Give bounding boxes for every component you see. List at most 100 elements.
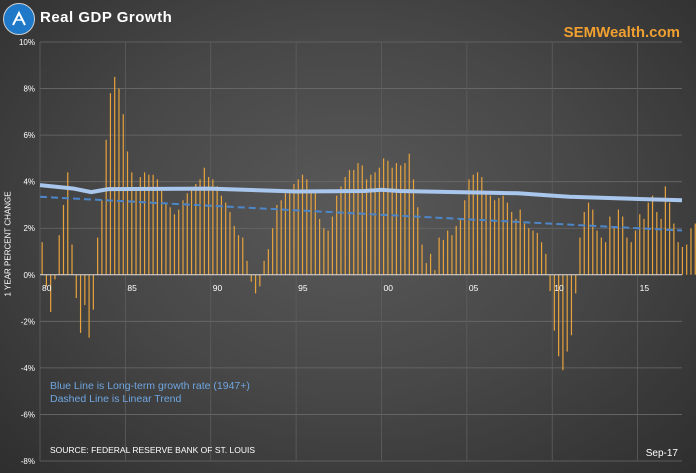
x-tick-label: 15 bbox=[640, 283, 650, 293]
gdp-bar bbox=[425, 263, 427, 275]
gdp-bar bbox=[88, 274, 90, 338]
gdp-bar bbox=[293, 183, 295, 275]
gdp-bar bbox=[365, 179, 368, 275]
gdp-bar bbox=[186, 193, 188, 275]
gdp-bar bbox=[434, 270, 436, 275]
gdp-bar bbox=[208, 177, 210, 275]
x-tick-label: 10 bbox=[554, 283, 564, 293]
gdp-bar bbox=[169, 207, 171, 275]
x-tick-label: 85 bbox=[127, 283, 137, 293]
gdp-bar bbox=[690, 228, 692, 275]
y-tick-label: 8% bbox=[23, 85, 35, 94]
gdp-bar bbox=[673, 223, 675, 275]
gdp-bar bbox=[353, 170, 355, 275]
gdp-bar bbox=[109, 93, 112, 275]
gdp-bar bbox=[651, 195, 654, 275]
y-tick-label: 0% bbox=[23, 271, 35, 280]
dashed-line-note: Dashed Line is Linear Trend bbox=[50, 393, 182, 405]
gdp-bar bbox=[660, 218, 662, 275]
gdp-bar bbox=[242, 237, 244, 275]
gdp-bar bbox=[523, 223, 526, 275]
gdp-bar bbox=[383, 158, 385, 275]
gdp-bar bbox=[348, 170, 351, 275]
x-tick-label: 95 bbox=[298, 283, 308, 293]
gdp-bar bbox=[391, 167, 393, 275]
gdp-bar bbox=[515, 218, 517, 275]
long-term-growth-line bbox=[39, 183, 683, 203]
brand-logo-icon bbox=[3, 3, 35, 35]
gdp-bar bbox=[105, 139, 107, 275]
gdp-bar bbox=[528, 228, 530, 275]
y-tick-label: -2% bbox=[21, 317, 35, 326]
gdp-bar bbox=[596, 230, 598, 275]
gdp-bar bbox=[506, 202, 509, 275]
gdp-bar bbox=[190, 188, 193, 275]
gdp-bar bbox=[71, 244, 73, 275]
gdp-bar bbox=[370, 174, 372, 275]
gdp-bar bbox=[178, 209, 180, 275]
gdp-bar bbox=[455, 225, 457, 275]
gdp-bar bbox=[148, 174, 150, 275]
gdp-bar bbox=[220, 195, 223, 275]
x-tick-label: 90 bbox=[213, 283, 223, 293]
gdp-bar bbox=[114, 76, 116, 275]
y-axis-label: 1 YEAR PERCENT CHANGE bbox=[3, 191, 13, 297]
gdp-bar bbox=[199, 179, 201, 275]
gdp-bar bbox=[310, 190, 312, 275]
gdp-bar bbox=[75, 274, 77, 299]
gdp-bar bbox=[276, 204, 278, 275]
gdp-bar bbox=[532, 230, 534, 275]
gdp-bar bbox=[216, 186, 218, 275]
gdp-bar bbox=[387, 160, 389, 275]
gdp-bar bbox=[50, 274, 52, 313]
gdp-bar bbox=[344, 177, 346, 275]
gdp-bar bbox=[284, 193, 287, 275]
gdp-bar bbox=[489, 195, 491, 275]
gdp-bar bbox=[331, 216, 333, 275]
y-tick-label: -6% bbox=[21, 410, 35, 419]
gdp-bar bbox=[297, 179, 299, 275]
brand-link[interactable]: SEMWealth.com bbox=[563, 24, 680, 41]
linear-trend-line bbox=[39, 195, 683, 232]
gdp-bar bbox=[84, 274, 86, 306]
x-tick-label: 00 bbox=[383, 283, 393, 293]
y-tick-label: -8% bbox=[21, 457, 35, 466]
gdp-bar bbox=[361, 165, 363, 275]
gdp-bar bbox=[519, 209, 521, 275]
x-tick-label: 80 bbox=[42, 283, 52, 293]
gdp-bar bbox=[54, 274, 56, 280]
gdp-bar bbox=[92, 274, 94, 310]
gdp-bar bbox=[681, 246, 684, 275]
gdp-bar bbox=[152, 174, 154, 275]
gdp-bar bbox=[669, 202, 671, 275]
gdp-bar bbox=[318, 218, 321, 275]
gdp-bar bbox=[131, 172, 133, 275]
gdp-bar bbox=[280, 200, 282, 275]
gdp-bar bbox=[97, 237, 99, 275]
gdp-bar bbox=[58, 235, 60, 275]
gdp-bar bbox=[562, 274, 564, 371]
gdp-bar bbox=[549, 274, 551, 292]
gdp-bar bbox=[122, 114, 124, 275]
gdp-bar bbox=[447, 230, 449, 275]
gdp-bar bbox=[400, 165, 402, 275]
gdp-bar bbox=[622, 216, 624, 275]
gdp-bar bbox=[558, 274, 560, 357]
gdp-bar bbox=[417, 207, 419, 275]
gdp-bar bbox=[545, 253, 547, 275]
gdp-bar bbox=[468, 179, 470, 275]
gdp-bar bbox=[41, 242, 43, 275]
gdp-bar bbox=[570, 274, 573, 336]
y-tick-label: 4% bbox=[23, 178, 35, 187]
gdp-bar bbox=[101, 200, 103, 275]
gdp-bar bbox=[579, 237, 581, 275]
gdp-bar bbox=[472, 174, 474, 275]
gdp-bar bbox=[609, 216, 611, 275]
gdp-bar bbox=[118, 88, 120, 275]
gdp-bar bbox=[182, 200, 184, 275]
gdp-bar bbox=[575, 274, 577, 294]
gdp-bar bbox=[485, 190, 487, 275]
gdp-bar bbox=[267, 249, 269, 275]
gdp-bar bbox=[395, 163, 398, 275]
gdp-bar bbox=[340, 186, 342, 275]
